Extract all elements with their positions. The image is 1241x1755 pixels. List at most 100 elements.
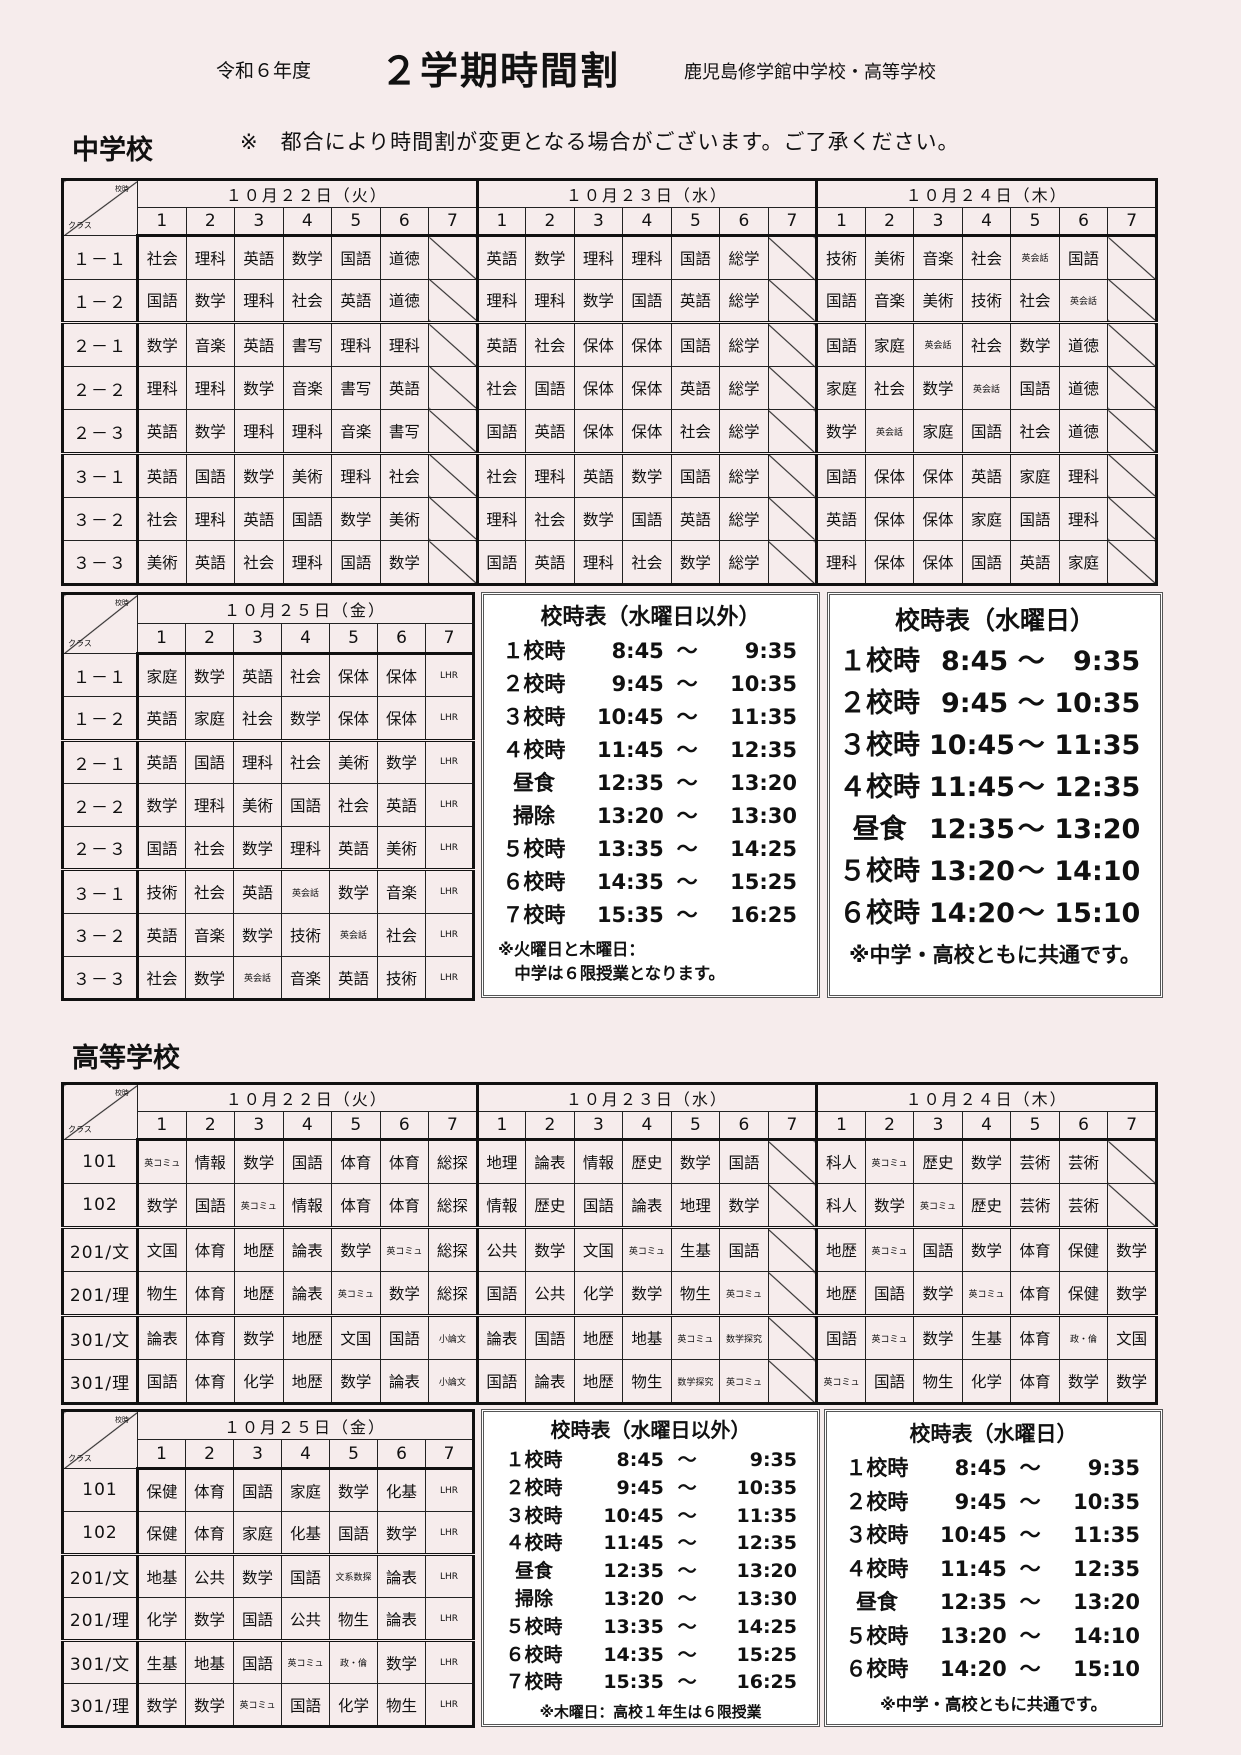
subject-cell: 芸術 bbox=[1058, 1183, 1109, 1228]
subject-cell: 英コミュ bbox=[719, 1271, 769, 1316]
subject-cell: 総探 bbox=[428, 1271, 478, 1316]
subject-cell: 道徳 bbox=[1058, 321, 1109, 367]
subject-cell: 理科 bbox=[185, 235, 236, 280]
subject-cell: 文国 bbox=[573, 1226, 624, 1272]
subject-cell: 数学 bbox=[377, 1639, 426, 1684]
subject-cell: 音楽 bbox=[864, 278, 915, 324]
separator: ～ bbox=[677, 1476, 697, 1499]
table-row: ３－３ 美術 英語 社会 理科 国語 数学 国語 英語 理科 社会 数学 総学 理科 保体 保体 国語 英語 家庭 bbox=[62, 540, 1157, 585]
class-label: ３－１ bbox=[62, 868, 139, 914]
subject-cell: 公共 bbox=[475, 1226, 527, 1272]
subject-cell: 数学 bbox=[185, 1683, 234, 1727]
no-class-cell bbox=[767, 1271, 818, 1316]
period-label: ４校時 bbox=[845, 1556, 909, 1581]
corner-class-label: クラス bbox=[68, 1125, 92, 1134]
subject-cell: 社会 bbox=[622, 540, 672, 585]
subject-cell: 物生 bbox=[377, 1683, 426, 1727]
period-number: 1 bbox=[475, 207, 527, 237]
subject-cell: LHR bbox=[425, 868, 474, 914]
no-class-cell bbox=[428, 540, 478, 585]
class-label: ２－２ bbox=[62, 782, 139, 828]
end-time: 11:35 bbox=[1073, 1523, 1140, 1547]
period-label: ３校時 bbox=[845, 1523, 909, 1547]
schedule-row: 掃除 13:20 ～ 13:30 bbox=[484, 1586, 817, 1614]
subject-cell: 文国 bbox=[137, 1226, 187, 1272]
day-header-row: 校時 クラス １０月２５日（金） bbox=[62, 593, 474, 654]
period-number: 3 bbox=[234, 1111, 284, 1141]
table-row: 102 保健 体育 家庭 化基 国語 数学 LHR bbox=[62, 1511, 474, 1555]
separator: ～ bbox=[1019, 1556, 1041, 1581]
start-time: 14:35 bbox=[603, 1643, 664, 1666]
subject-cell: 地歴 bbox=[282, 1359, 333, 1404]
end-time: 13:20 bbox=[730, 771, 797, 795]
subject-cell: 書写 bbox=[379, 409, 430, 454]
school-name: 鹿児島修学館中学校・高等学校 bbox=[684, 62, 936, 83]
subject-cell: 文国 bbox=[331, 1314, 381, 1360]
subject-cell: 家庭 bbox=[961, 496, 1012, 542]
schedule-note: 中学は６限授業となります。 bbox=[498, 964, 725, 983]
schedule-note: ※火曜日と木曜日： bbox=[498, 940, 645, 959]
subject-cell: 社会 bbox=[137, 496, 187, 542]
table-row: ２－３ 英語 数学 理科 理科 音楽 書写 国語 英語 保体 保体 社会 総学 数学 英会話 家庭 国語 社会 道徳 bbox=[62, 409, 1157, 454]
schedule-row: ２校時 9:45 ～ 10:35 bbox=[484, 1475, 817, 1503]
subject-cell: 社会 bbox=[137, 956, 186, 1001]
period-number: 4 bbox=[961, 1111, 1012, 1141]
end-time: 15:10 bbox=[1054, 898, 1141, 929]
subject-cell: 論表 bbox=[622, 1183, 672, 1228]
subject-cell: LHR bbox=[425, 912, 474, 958]
subject-cell: 社会 bbox=[234, 540, 284, 585]
class-label: ３－３ bbox=[62, 540, 139, 585]
table-row: １－２ 英語 家庭 社会 数学 保体 保体 LHR bbox=[62, 696, 474, 741]
subject-cell: 美術 bbox=[379, 496, 430, 542]
subject-cell: 英コミュ bbox=[331, 1271, 381, 1316]
class-label: 301/理 bbox=[62, 1359, 139, 1404]
subject-cell: 化学 bbox=[961, 1359, 1012, 1404]
subject-cell: 総探 bbox=[428, 1139, 478, 1184]
subject-cell: 音楽 bbox=[913, 235, 963, 280]
period-number: 1 bbox=[137, 1439, 186, 1470]
day-label: １０月２３日（水） bbox=[475, 1083, 818, 1112]
subject-cell: 芸術 bbox=[1010, 1183, 1060, 1228]
subject-cell: 社会 bbox=[185, 868, 234, 914]
high-bell-schedule-regular: 校時表（水曜日以外） １校時 8:45 ～ 9:35 ２校時 9:45 ～ 10:35 ３校時 10… bbox=[481, 1409, 820, 1727]
separator: ～ bbox=[1019, 1489, 1041, 1514]
schedule-row: ３校時 10:45 ～ 11:35 bbox=[827, 1519, 1160, 1553]
corner-cell: 校時 クラス bbox=[62, 593, 138, 654]
subject-cell: 体育 bbox=[331, 1139, 381, 1184]
subject-cell: 技術 bbox=[815, 235, 866, 280]
subject-cell: 地歴 bbox=[282, 1314, 333, 1360]
table-row: 201/文 文国 体育 地歴 論表 数学 英コミュ 総探 公共 数学 文国 英コミュ 生基 国語 地歴 英コミ… bbox=[62, 1226, 1157, 1272]
class-label: ２－１ bbox=[62, 738, 139, 784]
subject-cell: 数学 bbox=[137, 321, 187, 367]
period-label: ２校時 bbox=[845, 1489, 909, 1514]
start-time: 8:45 bbox=[941, 646, 1009, 677]
corner-period-label: 校時 bbox=[115, 1416, 129, 1424]
subject-cell: 英コミュ bbox=[281, 1639, 330, 1684]
period-number: 3 bbox=[233, 623, 282, 655]
subject-cell: 社会 bbox=[961, 235, 1012, 280]
subject-cell: 理科 bbox=[331, 451, 381, 498]
subject-cell: 国語 bbox=[185, 738, 234, 784]
subject-cell: 数学 bbox=[137, 782, 186, 828]
schedule-row: ４校時 11:45 ～ 12:35 bbox=[827, 1553, 1160, 1587]
subject-cell: 公共 bbox=[281, 1597, 330, 1641]
subject-cell: 国語 bbox=[331, 540, 381, 585]
period-label: １校時 bbox=[502, 639, 566, 663]
high-timetable-tue-thu: 校時 クラス １０月２２日（火） １０月２３日（水） １０月２４日（木） 1 2 3 4 5 6 7 1… bbox=[61, 1082, 1158, 1405]
period-number: 6 bbox=[377, 623, 426, 655]
subject-cell: 数学 bbox=[379, 1271, 430, 1316]
subject-cell: 英語 bbox=[475, 321, 527, 367]
separator: ～ bbox=[677, 1560, 697, 1583]
subject-cell: 総学 bbox=[719, 235, 769, 280]
subject-cell: 英語 bbox=[525, 409, 575, 454]
subject-cell: 小論文 bbox=[428, 1359, 478, 1404]
period-number: 4 bbox=[282, 1111, 333, 1141]
subject-cell: 物生 bbox=[329, 1597, 378, 1641]
end-time: 15:25 bbox=[730, 870, 797, 894]
subject-cell: 情報 bbox=[282, 1183, 333, 1228]
subject-cell: 数学 bbox=[573, 496, 624, 542]
start-time: 11:45 bbox=[939, 1556, 1007, 1581]
class-label: １－１ bbox=[62, 652, 139, 698]
subject-cell: 技術 bbox=[137, 868, 186, 914]
